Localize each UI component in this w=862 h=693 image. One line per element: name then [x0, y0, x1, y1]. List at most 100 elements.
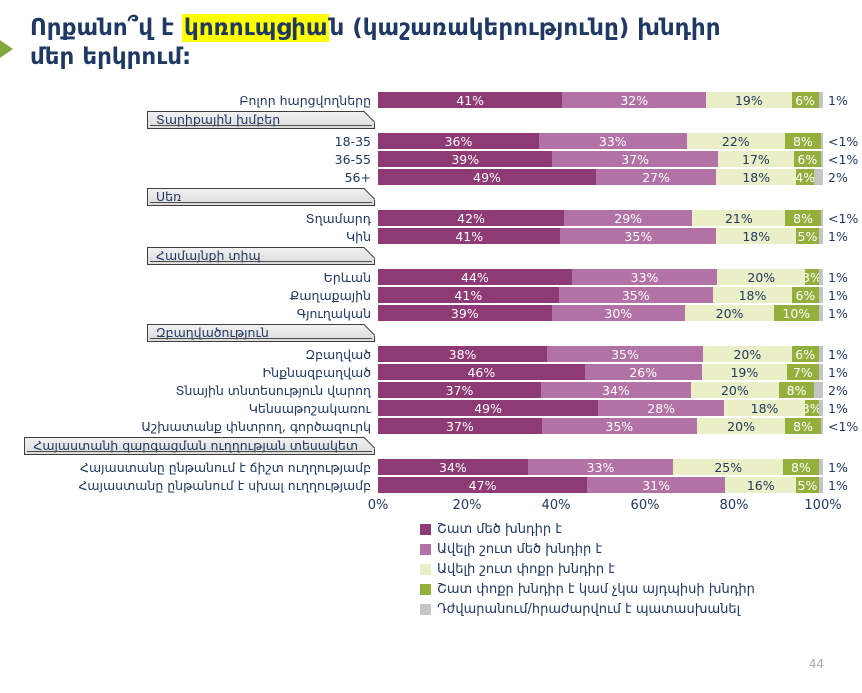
legend-swatch-icon [420, 563, 431, 575]
chart-row: Հայաստանը ընթանում է սխալ ուղղությամբ 47%… [0, 477, 862, 493]
bar-segment: 22% [686, 133, 785, 149]
bar-segment: 19% [706, 92, 792, 108]
bar-segment: 34% [541, 382, 691, 398]
legend-item: Շատ փոքր խնդիր է կամ չկա այդպիսի խնդիր [420, 579, 862, 599]
stacked-bar: 39% 30% 20% 10% [378, 305, 823, 321]
bar-segment: 6% [792, 287, 819, 303]
bar-segment [820, 151, 823, 167]
bar-segment: 4% [795, 169, 816, 185]
x-axis-tick: 0% [367, 498, 389, 513]
legend-item: Դժվարանում/հրաժարվում է պատասխանել [420, 599, 862, 619]
row-label: Տղամարդ [305, 210, 371, 226]
bar-segment [814, 382, 823, 398]
row-label: Զբաղված [305, 346, 371, 362]
chart-row: Զբաղված 38% 35% 20% 6% 1% [0, 346, 862, 362]
outside-value-label: <1% [828, 133, 859, 149]
outside-value-label: <1% [828, 210, 859, 226]
bar-segment: 8% [785, 418, 821, 434]
bar-segment: 42% [378, 210, 564, 226]
outside-value-label: 1% [828, 269, 848, 285]
stacked-bar-chart: Բոլոր հարցվողները 41% 32% 19% 6% 1% Տարիքային … [0, 92, 862, 493]
row-label: Ինքնազբաղված [262, 364, 371, 380]
label-column: Հայաստանի զարգացման ուղղության տեսակետ [0, 436, 378, 455]
chart-row: Բոլոր հարցվողները 41% 32% 19% 6% 1% [0, 92, 862, 108]
arrow-icon [0, 36, 13, 62]
bar-segment: 3% [801, 400, 822, 416]
bar-segment: 10% [774, 305, 819, 321]
row-label: 18-35 [334, 133, 371, 149]
outside-value-label: 1% [828, 477, 848, 493]
bar-segment: 31% [587, 477, 726, 493]
stacked-bar: 41% 32% 19% 6% [378, 92, 824, 108]
section-header-label: Հայաստանի զարգացման ուղղության տեսակետ [33, 438, 358, 453]
bar-segment: 25% [673, 459, 784, 475]
chart-row: 56+ 49% 27% 18% 4% 2% [0, 169, 862, 185]
bar-segment [818, 305, 823, 321]
bar-segment: 19% [701, 364, 788, 380]
row-label: Երևան [323, 269, 371, 285]
row-label: Հայաստանը ընթանում է սխալ ուղղությամբ [78, 477, 371, 493]
row-label: Տնային տնտեսություն վարող [175, 382, 371, 398]
outside-value-label: 2% [828, 169, 848, 185]
bar-segment: 5% [796, 228, 819, 244]
bar-segment: 18% [716, 169, 797, 185]
row-label: 36-55 [334, 151, 371, 167]
fold-corner-icon [362, 110, 376, 123]
legend-item: Ավելի շուտ փոքր խնդիր է [420, 559, 862, 579]
bar-segment: 41% [378, 228, 561, 244]
outside-value-label: <1% [828, 151, 859, 167]
slide-header: Որքանո՞վ է կոռուպցիան (կաշառակերությունը… [0, 0, 862, 72]
chart-row: Ինքնազբաղված 46% 26% 19% 7% 1% [0, 364, 862, 380]
bar-segment: 36% [378, 133, 539, 149]
label-column: Զբաղվածություն [0, 323, 378, 342]
bar-segment: 16% [725, 477, 797, 493]
fold-corner-icon [362, 436, 376, 449]
chart-row: 18-35 36% 33% 22% 8% <1% [0, 133, 862, 149]
page-title: Որքանո՞վ է կոռուպցիան (կաշառակերությունը… [30, 14, 765, 72]
bar-segment: 30% [551, 305, 686, 321]
bar-segment: 8% [778, 382, 815, 398]
outside-value-label: 1% [828, 228, 848, 244]
stacked-bar: 49% 27% 18% 4% [378, 169, 823, 185]
bar-segment: 47% [378, 477, 588, 493]
stacked-bar: 34% 33% 25% 8% [378, 459, 823, 475]
bar-segment: 21% [692, 210, 786, 226]
bar-segment [820, 133, 823, 149]
stacked-bar: 37% 34% 20% 8% [378, 382, 823, 398]
bar-segment: 6% [793, 151, 821, 167]
bar-segment: 28% [598, 400, 725, 416]
fold-corner-icon [362, 187, 376, 200]
stacked-bar: 44% 33% 20% 3% [378, 269, 823, 285]
row-label: Կենսաթոշակառու [248, 400, 371, 416]
row-label: Կին [346, 228, 371, 244]
legend-label: Շատ մեծ խնդիր է [437, 521, 562, 537]
bar-segment [818, 400, 823, 416]
bar-segment [814, 169, 823, 185]
legend-label: Շատ փոքր խնդիր է կամ չկա այդպիսի խնդիր [437, 581, 755, 597]
chart-row: 36-55 39% 37% 17% 6% <1% [0, 151, 862, 167]
chart-row: Գյուղական 39% 30% 20% 10% 1% [0, 305, 862, 321]
bar-segment: 35% [541, 418, 697, 434]
bar-segment: 38% [378, 346, 548, 362]
bar-segment [818, 228, 823, 244]
bar-segment [820, 210, 823, 226]
bar-segment: 8% [785, 210, 821, 226]
bar-segment: 35% [560, 228, 717, 244]
bar-segment: 8% [783, 459, 819, 475]
bar-segment: 6% [791, 346, 819, 362]
bar-segment: 5% [796, 477, 819, 493]
outside-value-label: 1% [828, 305, 848, 321]
chart-row: Տղամարդ 42% 29% 21% 8% <1% [0, 210, 862, 226]
section-header-row: Համայնքի տիպ [0, 246, 862, 265]
bar-segment [818, 269, 823, 285]
bar-segment: 33% [527, 459, 674, 475]
chart-row: Քաղաքային 41% 35% 18% 6% 1% [0, 287, 862, 303]
fold-corner-icon [362, 323, 376, 336]
bar-segment: 49% [378, 169, 597, 185]
bar-segment: 27% [596, 169, 717, 185]
outside-value-label: 1% [828, 346, 848, 362]
bar-segment: 39% [378, 151, 553, 167]
bar-segment: 33% [571, 269, 718, 285]
bar-segment: 3% [802, 269, 822, 285]
outside-value-label: 1% [828, 287, 848, 303]
